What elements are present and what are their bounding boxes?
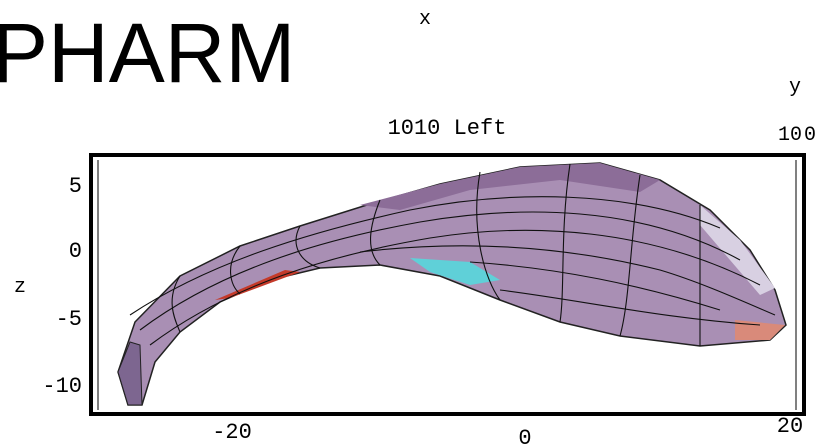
y-axis-label: y <box>789 76 801 99</box>
surface-body <box>118 163 786 405</box>
y-tick-label: 10 <box>778 124 802 147</box>
surface <box>118 163 786 405</box>
z-tick-label: -10 <box>42 374 82 399</box>
x-tick-label: 20 <box>777 414 803 439</box>
plot-label: 1010 Left <box>388 116 507 141</box>
y-tick-label: 0 <box>804 124 816 147</box>
screenshot: PHARM x y 1010 Left 10 0 z 5 0 -5 -10 -2… <box>0 0 828 448</box>
z-tick-label: -5 <box>56 307 82 332</box>
z-tick-label: 0 <box>69 239 82 264</box>
surface-end <box>118 342 142 405</box>
x-tick-label: 0 <box>518 426 531 448</box>
page: PHARM x y 1010 Left 10 0 z 5 0 -5 -10 -2… <box>0 0 828 448</box>
x-axis-label: x <box>419 8 431 31</box>
page-title: PHARM <box>0 6 295 100</box>
z-tick-label: 5 <box>69 174 82 199</box>
x-tick-label: -20 <box>212 420 252 445</box>
z-axis-label: z <box>14 276 26 299</box>
